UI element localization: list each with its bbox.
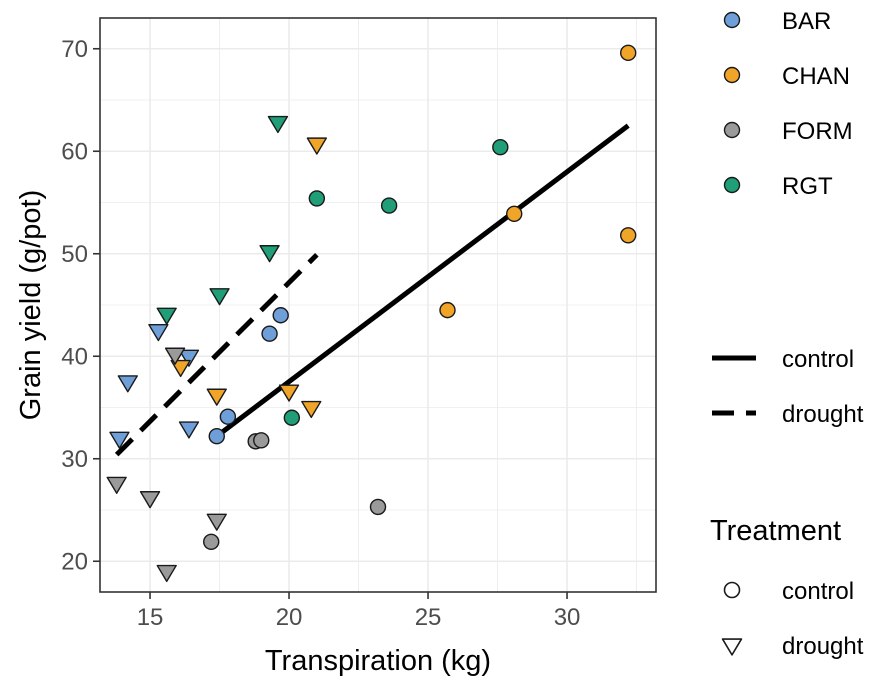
point-form-drought	[106, 476, 127, 494]
point-form-drought	[164, 347, 186, 365]
legend-shape-key-circle	[723, 581, 741, 599]
point-bar-drought	[178, 349, 200, 367]
point-chan-control	[506, 205, 523, 222]
x-tick-label: 25	[415, 604, 442, 631]
legend-shape-key-triangle	[721, 638, 743, 656]
y-tick-label: 50	[61, 241, 88, 268]
point-bar-drought	[109, 431, 130, 449]
point-rgt-control	[308, 190, 326, 207]
axes: 15 20 25 30 20 30 40 50 60 70	[61, 17, 657, 631]
point-chan-drought	[206, 388, 227, 406]
point-rgt-control	[283, 409, 301, 426]
point-chan-drought	[278, 384, 300, 402]
fit-lines	[114, 123, 630, 457]
x-tick-label: 15	[137, 604, 164, 631]
point-bar-control	[219, 408, 237, 425]
legend-line-label-control: control	[782, 346, 854, 373]
legend-label-form: FORM	[782, 118, 853, 145]
fit-line-drought	[114, 253, 319, 457]
legend-shape-label-control: control	[782, 578, 854, 605]
point-form-drought	[206, 513, 227, 531]
y-tick-label: 40	[61, 343, 88, 370]
point-bar-drought	[117, 375, 138, 393]
point-bar-control	[272, 307, 289, 324]
point-chan-drought	[170, 359, 191, 378]
legend: BAR CHAN FORM RGT control drought Treatment con…	[710, 8, 864, 660]
y-tick-label: 20	[61, 548, 88, 575]
point-rgt-control	[380, 197, 398, 214]
x-tick-label: 20	[276, 604, 303, 631]
point-rgt-drought	[259, 245, 280, 263]
legend-shape-label-drought: drought	[782, 633, 864, 660]
legend-label-chan: CHAN	[782, 63, 850, 90]
y-tick-label: 60	[61, 138, 88, 165]
x-axis-title: Transpiration (kg)	[265, 645, 491, 677]
point-form-drought	[156, 564, 177, 583]
point-chan-control	[439, 301, 456, 319]
point-form-control	[202, 533, 220, 550]
legend-label-bar: BAR	[782, 8, 831, 35]
fit-line-control	[215, 123, 630, 439]
point-bar-control	[261, 325, 278, 342]
point-form-control	[369, 498, 387, 516]
y-tick-label: 30	[61, 446, 88, 473]
x-tick-label: 30	[554, 604, 581, 631]
point-rgt-drought	[209, 288, 230, 306]
legend-key-chan	[723, 66, 741, 84]
legend-key-bar	[723, 11, 741, 29]
point-bar-control	[208, 428, 225, 445]
point-form-drought	[139, 491, 161, 509]
point-chan-drought	[306, 137, 327, 155]
y-tick-label: 70	[61, 36, 88, 63]
point-rgt-drought	[267, 115, 289, 134]
point-rgt-drought	[156, 307, 177, 325]
point-bar-drought	[178, 421, 200, 439]
point-form-control	[253, 432, 270, 449]
legend-treatment-title: Treatment	[710, 515, 841, 547]
data-points	[106, 44, 637, 583]
point-bar-drought	[148, 323, 169, 342]
legend-key-rgt	[723, 176, 741, 194]
point-chan-control	[620, 227, 637, 244]
legend-key-form	[723, 121, 741, 139]
point-rgt-control	[492, 138, 509, 156]
y-axis-title: Grain yield (g/pot)	[15, 190, 47, 421]
legend-line-label-drought: drought	[782, 401, 864, 428]
point-chan-drought	[301, 400, 322, 419]
legend-label-rgt: RGT	[782, 173, 833, 200]
point-chan-control	[620, 44, 637, 62]
panel-border	[99, 17, 657, 593]
